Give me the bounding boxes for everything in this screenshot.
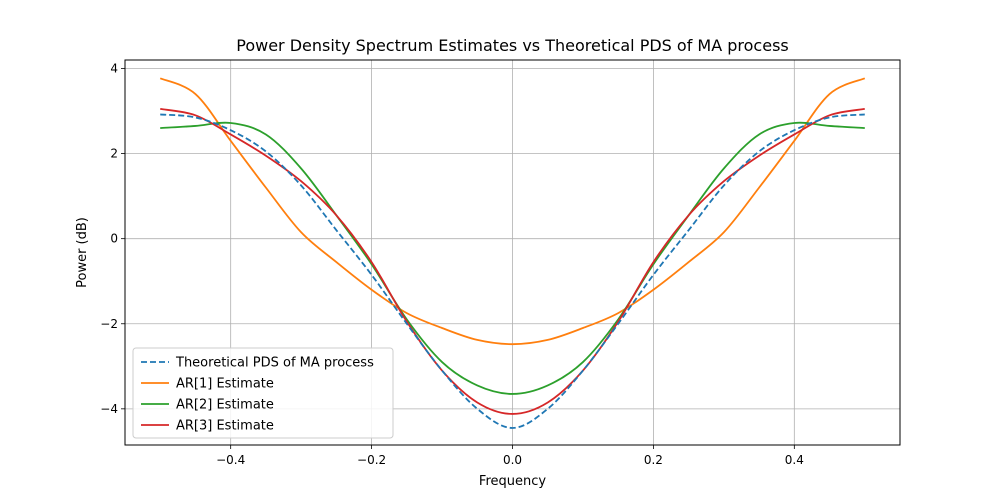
x-tick-label: 0.0 bbox=[503, 453, 522, 467]
legend-box bbox=[132, 347, 394, 439]
y-tick-label: −4 bbox=[100, 402, 118, 416]
y-tick-label: 4 bbox=[110, 62, 118, 76]
legend-label: AR[2] Estimate bbox=[176, 398, 274, 413]
x-tick-label: −0.2 bbox=[357, 453, 386, 467]
x-tick-label: −0.4 bbox=[216, 453, 245, 467]
legend: Theoretical PDS of MA process AR[1] Estim… bbox=[132, 347, 394, 439]
y-tick-label: −2 bbox=[100, 317, 118, 331]
chart-title: Power Density Spectrum Estimates vs Theo… bbox=[236, 36, 788, 55]
legend-label: AR[1] Estimate bbox=[176, 377, 274, 392]
series-lines bbox=[159, 77, 866, 429]
legend-label: AR[3] Estimate bbox=[176, 419, 274, 434]
legend-label: Theoretical PDS of MA process bbox=[175, 356, 374, 371]
axis-ticks: −0.4 −0.2 0.0 0.2 0.4 −4 −2 0 2 4 bbox=[100, 62, 804, 467]
x-tick-label: 0.4 bbox=[785, 453, 804, 467]
series-line-2 bbox=[159, 77, 866, 346]
series-line-3 bbox=[160, 121, 865, 395]
y-axis-label: Power (dB) bbox=[75, 217, 90, 288]
series-line-4 bbox=[160, 108, 865, 415]
x-axis-label: Frequency bbox=[479, 474, 546, 489]
y-tick-label: 2 bbox=[110, 147, 118, 161]
x-tick-label: 0.2 bbox=[644, 453, 663, 467]
y-tick-label: 0 bbox=[110, 232, 118, 246]
series-line-1 bbox=[160, 113, 865, 429]
